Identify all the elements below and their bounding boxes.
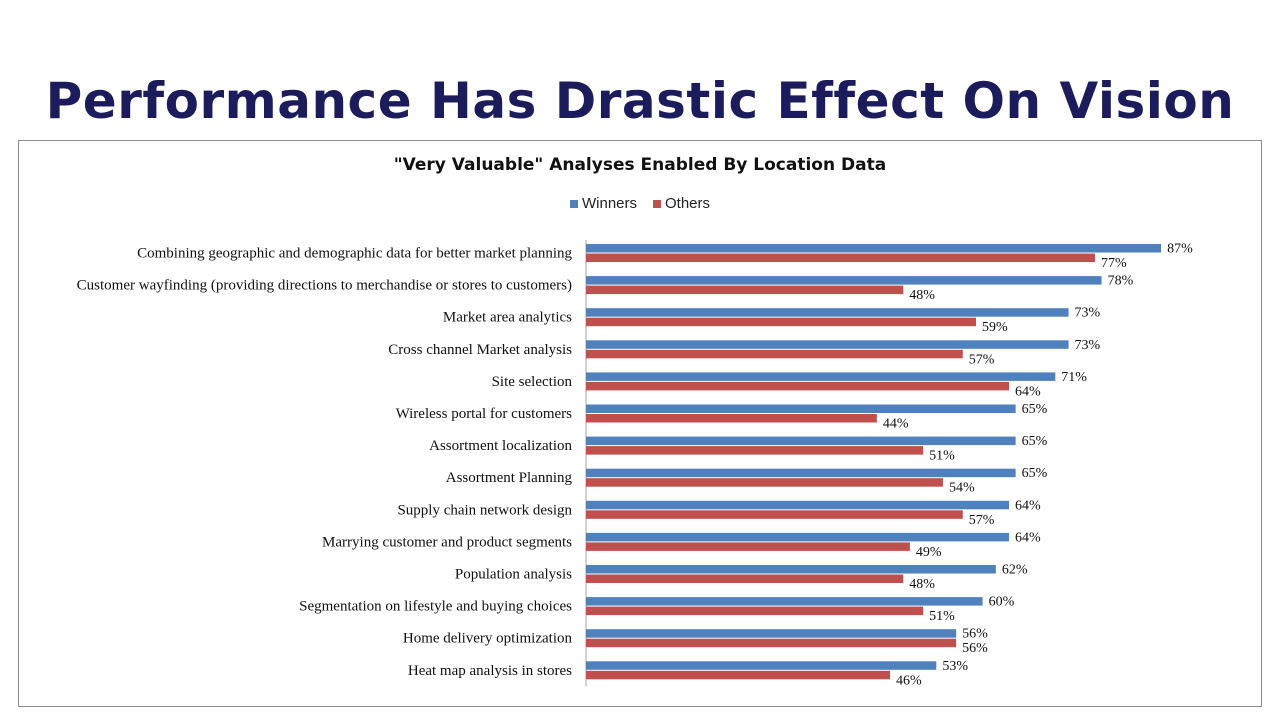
data-label-winners: 60%: [989, 595, 1015, 610]
bar-others: [586, 638, 957, 648]
data-label-winners: 78%: [1108, 274, 1134, 289]
bar-others: [586, 317, 976, 327]
bar-others: [586, 510, 963, 519]
data-label-others: 57%: [969, 352, 995, 367]
data-label-winners: 64%: [1015, 530, 1041, 545]
bar-others: [586, 542, 910, 551]
data-label-others: 64%: [1015, 384, 1041, 399]
slide-title: Performance Has Drastic Effect On Vision: [45, 72, 1235, 130]
category-label: Heat map analysis in stores: [408, 663, 572, 679]
bar-others: [586, 414, 877, 423]
bar-others: [586, 381, 1010, 391]
bar-others: [586, 446, 924, 455]
bar-others: [586, 349, 963, 359]
legend-label-winners: Winners: [581, 195, 637, 212]
chart-legend: Winners Others: [0, 195, 1280, 212]
data-label-others: 48%: [909, 288, 935, 303]
category-label: Supply chain network design: [397, 502, 572, 518]
bar-winners: [586, 276, 1102, 285]
data-label-winners: 56%: [962, 627, 988, 642]
category-label: Market area analytics: [443, 310, 572, 326]
bar-winners: [586, 340, 1069, 349]
data-label-others: 48%: [909, 577, 935, 592]
data-label-winners: 53%: [942, 659, 968, 674]
category-label: Population analysis: [455, 567, 572, 583]
data-label-others: 77%: [1101, 256, 1127, 271]
bar-winners: [586, 468, 1016, 478]
bar-others: [586, 606, 924, 616]
category-label: Wireless portal for customers: [396, 406, 573, 422]
category-label: Cross channel Market analysis: [388, 342, 572, 358]
legend-label-others: Others: [665, 195, 711, 212]
bar-winners: [586, 372, 1056, 381]
bar-winners: [586, 629, 957, 638]
data-label-winners: 65%: [1022, 402, 1048, 417]
data-label-others: 56%: [962, 641, 988, 656]
data-label-others: 59%: [982, 320, 1008, 335]
bar-others: [586, 670, 891, 680]
bar-winners: [586, 436, 1016, 446]
category-label: Assortment localization: [429, 438, 572, 454]
bar-others: [586, 285, 904, 295]
data-label-winners: 73%: [1075, 338, 1101, 353]
data-label-winners: 87%: [1167, 242, 1193, 257]
data-label-others: 49%: [916, 545, 942, 560]
bar-winners: [586, 597, 983, 606]
category-label: Site selection: [492, 374, 573, 390]
chart-title: "Very Valuable" Analyses Enabled By Loca…: [393, 155, 887, 175]
bar-winners: [586, 308, 1069, 317]
bar-others: [586, 574, 904, 583]
data-label-others: 51%: [929, 449, 955, 464]
bar-winners: [586, 404, 1016, 413]
data-label-others: 51%: [929, 609, 955, 624]
legend-swatch-winners: [569, 199, 578, 208]
bar-others: [586, 478, 943, 487]
data-label-winners: 65%: [1022, 434, 1048, 449]
legend-swatch-others: [653, 199, 661, 208]
data-label-others: 44%: [883, 417, 909, 432]
data-label-winners: 71%: [1061, 370, 1087, 385]
data-label-winners: 73%: [1075, 306, 1101, 321]
legend-item-others: Others: [653, 195, 710, 212]
category-label: Combining geographic and demographic dat…: [137, 246, 572, 262]
bar-winners: [586, 244, 1162, 253]
data-label-winners: 62%: [1002, 563, 1028, 578]
bar-winners: [586, 661, 937, 670]
category-label: Customer wayfinding (providing direction…: [77, 278, 572, 294]
bar-winners: [586, 532, 1010, 542]
bar-winners: [586, 565, 996, 574]
category-label: Assortment Planning: [446, 470, 573, 486]
bar-winners: [586, 500, 1010, 510]
data-label-others: 46%: [896, 673, 922, 688]
data-label-others: 54%: [949, 481, 975, 496]
legend-item-winners: Winners: [569, 195, 637, 212]
category-label: Segmentation on lifestyle and buying cho…: [299, 599, 572, 615]
category-label: Marrying customer and product segments: [322, 534, 572, 550]
data-label-others: 57%: [969, 513, 995, 528]
data-label-winners: 65%: [1022, 466, 1048, 481]
data-label-winners: 64%: [1015, 498, 1041, 513]
category-label: Home delivery optimization: [403, 631, 573, 647]
bar-others: [586, 253, 1095, 262]
